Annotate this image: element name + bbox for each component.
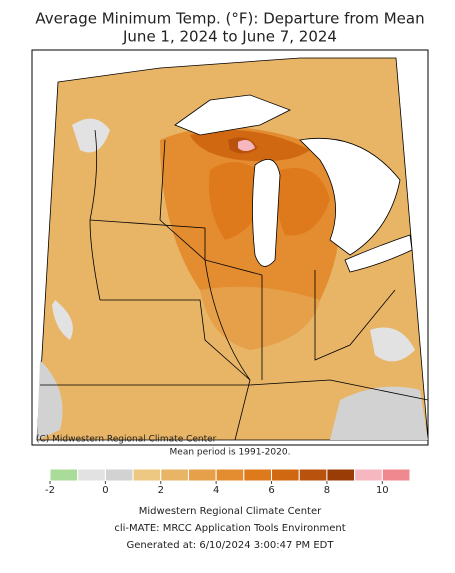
footer-line: cli-MATE: MRCC Application Tools Environ…: [114, 523, 345, 534]
map: (C) Midwestern Regional Climate Center: [31, 49, 429, 446]
tick-label: 6: [268, 485, 274, 496]
mean-period: Mean period is 1991-2020.: [170, 448, 291, 458]
subtitle: June 1, 2024 to June 7, 2024: [122, 28, 337, 46]
colorbar-cell: [354, 468, 383, 482]
colorbar-cell: [215, 468, 245, 482]
colorbar-cell: [326, 468, 356, 482]
copyright: (C) Midwestern Regional Climate Center: [36, 435, 217, 445]
colorbar-cell: [160, 468, 189, 482]
tick-label: 10: [376, 485, 389, 496]
colorbar-cell: [77, 468, 106, 482]
footer-line: Midwestern Regional Climate Center: [139, 506, 322, 517]
tick-label: 2: [158, 485, 164, 496]
colorbar-cell: [132, 468, 162, 482]
colorbar-cell: [49, 468, 79, 482]
tick-label: -2: [45, 485, 55, 496]
colorbar-cell: [243, 468, 273, 482]
title: Average Minimum Temp. (°F): Departure fr…: [35, 10, 424, 28]
tick-label: 0: [102, 485, 108, 496]
colorbar-cell: [381, 468, 411, 482]
tick-label: 8: [324, 485, 330, 496]
colorbar: -2 0 2 4 6 8 10: [45, 468, 411, 496]
colorbar-cell: [104, 468, 134, 482]
colorbar-cell: [187, 468, 217, 482]
footer-line: Generated at: 6/10/2024 3:00:47 PM EDT: [127, 540, 335, 551]
colorbar-cell: [298, 468, 328, 482]
tick-label: 4: [213, 485, 219, 496]
colorbar-cell: [271, 468, 300, 482]
